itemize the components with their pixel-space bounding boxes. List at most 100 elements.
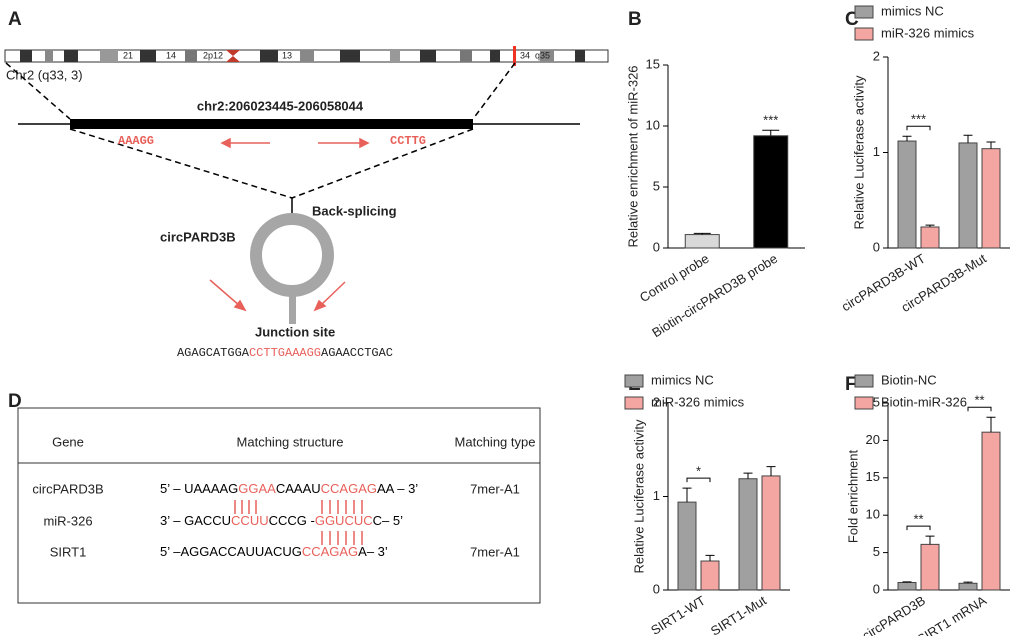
- seq-part: AGAACCTGAC: [321, 346, 393, 360]
- bar: [684, 234, 720, 249]
- bar: [958, 142, 978, 249]
- significance-bracket: [967, 406, 992, 412]
- bar: [897, 140, 917, 249]
- site: CCTTG: [390, 134, 426, 148]
- legend-label: Biotin-NC: [881, 372, 937, 387]
- bar: [981, 431, 1001, 591]
- structure-part: CCCG -: [269, 513, 315, 528]
- pairing-lines: [234, 500, 363, 545]
- gene: miR-326: [43, 513, 92, 528]
- y-tick-label: 15: [646, 56, 660, 71]
- significance: **: [913, 512, 923, 527]
- y-tick-label: 0: [653, 239, 660, 254]
- structure-part: C– 5’: [373, 513, 403, 528]
- significance: ***: [763, 113, 778, 128]
- structure: 3’ – GACCUCCUUCCCG -GGUCUCC– 5’: [160, 513, 403, 528]
- significance: **: [974, 393, 984, 408]
- significance: ***: [911, 112, 926, 127]
- error-bar: [705, 554, 715, 562]
- legend-swatch: [624, 396, 644, 410]
- panel-a: A 21 14 2p12 13 34 q35 Chr2 (q33, 3) chr…: [4, 9, 609, 360]
- error-bar: [986, 141, 996, 149]
- band-labels: 21 14 2p12 13 34 q35: [123, 50, 550, 60]
- y-axis-label: Relative Luciferase activity: [851, 75, 866, 229]
- arrows: [209, 137, 370, 312]
- structure-part: GGAA: [238, 481, 276, 496]
- significance-bracket: [686, 477, 711, 483]
- circ-label: circPARD3B: [160, 229, 236, 244]
- legend-swatch: [854, 27, 874, 41]
- panel-d: D Gene Matching structure Matching type …: [8, 391, 541, 604]
- x-tick-label: SIRT1 mRNA: [914, 593, 989, 636]
- matching-type: 7mer-A1: [470, 544, 520, 559]
- y-tick-label: 5: [873, 544, 880, 559]
- error-bar: [743, 472, 753, 479]
- chart: F0510152025Fold enrichmentcircPARD3BSIRT…: [845, 372, 1010, 636]
- y-axis-label: Relative Luciferase activity: [631, 419, 646, 573]
- bar: [958, 582, 978, 591]
- seq-part: CCTTGAAAGG: [249, 346, 321, 360]
- y-tick-label: 5: [653, 178, 660, 193]
- bar: [700, 560, 720, 591]
- locus-mark: [513, 46, 516, 66]
- chart: E012Relative Luciferase activitySIRT1-WT…: [624, 372, 790, 636]
- y-tick-label: 2: [653, 394, 660, 409]
- structure-part: CAAAU: [276, 481, 321, 496]
- site: AAAGG: [118, 134, 154, 148]
- circ-rna: [250, 213, 334, 297]
- header: Matching type: [455, 434, 536, 449]
- legend-label: mimics NC: [881, 3, 944, 18]
- error-bar: [693, 232, 711, 235]
- y-tick-label: 0: [873, 581, 880, 596]
- significance: *: [696, 464, 701, 479]
- structure-part: CCAGAG: [302, 544, 358, 559]
- y-axis-label: Relative enrichment of miR-326: [625, 65, 640, 247]
- y-tick-label: 20: [866, 432, 880, 447]
- structure: 5’ – UAAAAGGGAACAAAUCCAGAGAA – 3’: [160, 481, 418, 496]
- step-label: Back-splicing: [312, 203, 397, 218]
- bar: [761, 475, 781, 591]
- gene: circPARD3B: [32, 481, 103, 496]
- y-tick-label: 1: [873, 144, 880, 159]
- error-bar: [986, 416, 996, 433]
- y-tick-label: 2: [873, 48, 880, 63]
- legend-swatch: [854, 374, 874, 388]
- header: Matching structure: [237, 434, 344, 449]
- band-label: 2p12: [203, 50, 223, 60]
- seq-part: AGAGCATGGA: [177, 346, 250, 360]
- band-label: q35: [535, 50, 550, 60]
- y-axis-label: Fold enrichment: [845, 450, 860, 544]
- y-tick-label: 10: [866, 507, 880, 522]
- structure-part: AA – 3’: [377, 481, 418, 496]
- bar: [981, 148, 1001, 249]
- centromere: [226, 50, 240, 62]
- dashed-lines: [5, 62, 516, 199]
- locus: chr2:206023445-206058044: [197, 98, 364, 113]
- error-bar: [902, 135, 912, 142]
- error-bar: [682, 487, 692, 503]
- x-tick-label: Biotin-circPARD3B probe: [649, 251, 780, 341]
- band-label: 13: [282, 50, 292, 60]
- bar: [677, 501, 697, 591]
- bar: [753, 135, 789, 249]
- bar: [920, 543, 940, 591]
- band-label: 34: [520, 50, 530, 60]
- legend-label: Biotin-miR-326: [881, 394, 967, 409]
- error-bar: [902, 581, 912, 583]
- junction-stem: [289, 286, 296, 324]
- x-tick-label: SIRT1-WT: [648, 593, 708, 636]
- band-label: 21: [123, 50, 133, 60]
- error-bar: [762, 129, 780, 136]
- structure-part: 5’ – UAAAAG: [160, 481, 238, 496]
- panel-label: D: [8, 391, 22, 412]
- structure-part: CCAGAG: [321, 481, 377, 496]
- structure-part: A– 3’: [358, 544, 388, 559]
- error-bar: [925, 224, 935, 227]
- y-tick-label: 0: [653, 581, 660, 596]
- matching-type: 7mer-A1: [470, 481, 520, 496]
- table-border: [17, 407, 541, 604]
- significance-bracket: [906, 125, 931, 131]
- structure-part: 5’ –AGGACCAUUACUG: [160, 544, 302, 559]
